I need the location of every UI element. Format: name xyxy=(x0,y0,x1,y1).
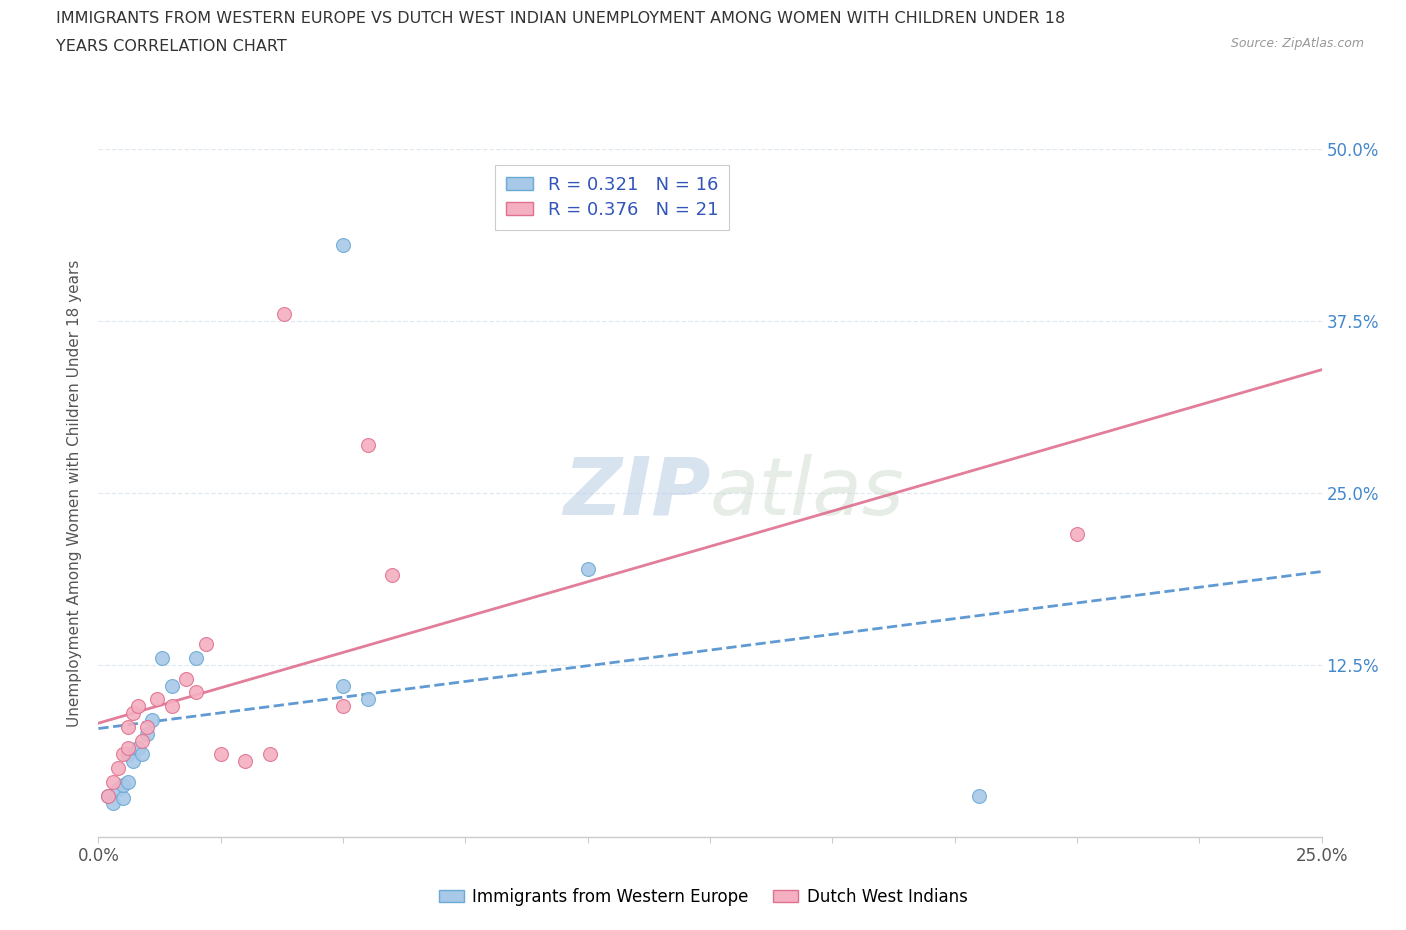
Text: IMMIGRANTS FROM WESTERN EUROPE VS DUTCH WEST INDIAN UNEMPLOYMENT AMONG WOMEN WIT: IMMIGRANTS FROM WESTERN EUROPE VS DUTCH … xyxy=(56,11,1066,26)
Text: YEARS CORRELATION CHART: YEARS CORRELATION CHART xyxy=(56,39,287,54)
Point xyxy=(967,789,990,804)
Point xyxy=(273,307,295,322)
Point xyxy=(111,747,134,762)
Point xyxy=(111,791,134,806)
Point xyxy=(131,733,153,748)
Point xyxy=(259,747,281,762)
Point xyxy=(146,692,169,707)
Point xyxy=(1066,526,1088,541)
Point xyxy=(117,740,139,755)
Legend: Immigrants from Western Europe, Dutch West Indians: Immigrants from Western Europe, Dutch We… xyxy=(432,881,974,912)
Point xyxy=(209,747,232,762)
Point xyxy=(356,692,378,707)
Text: ZIP: ZIP xyxy=(562,454,710,532)
Point xyxy=(131,747,153,762)
Point xyxy=(117,747,139,762)
Point xyxy=(111,777,134,792)
Point xyxy=(381,568,404,583)
Point xyxy=(576,561,599,576)
Point xyxy=(136,726,159,741)
Point xyxy=(107,761,129,776)
Point xyxy=(136,720,159,735)
Point xyxy=(332,238,354,253)
Y-axis label: Unemployment Among Women with Children Under 18 years: Unemployment Among Women with Children U… xyxy=(67,259,83,726)
Point xyxy=(186,685,208,700)
Point xyxy=(117,720,139,735)
Point xyxy=(332,698,354,713)
Point xyxy=(101,795,124,810)
Point xyxy=(117,775,139,790)
Point xyxy=(176,671,198,686)
Point xyxy=(186,651,208,666)
Point xyxy=(121,706,143,721)
Point xyxy=(127,740,149,755)
Point xyxy=(160,678,183,693)
Point xyxy=(141,712,163,727)
Point xyxy=(233,754,256,769)
Text: atlas: atlas xyxy=(710,454,905,532)
Point xyxy=(121,754,143,769)
Point xyxy=(160,698,183,713)
Point xyxy=(97,789,120,804)
Point xyxy=(97,789,120,804)
Point xyxy=(332,678,354,693)
Text: Source: ZipAtlas.com: Source: ZipAtlas.com xyxy=(1230,37,1364,50)
Point xyxy=(195,637,218,652)
Point xyxy=(356,437,378,452)
Legend: R = 0.321   N = 16, R = 0.376   N = 21: R = 0.321 N = 16, R = 0.376 N = 21 xyxy=(495,165,730,230)
Point xyxy=(150,651,173,666)
Point xyxy=(107,781,129,796)
Point xyxy=(127,698,149,713)
Point xyxy=(101,775,124,790)
